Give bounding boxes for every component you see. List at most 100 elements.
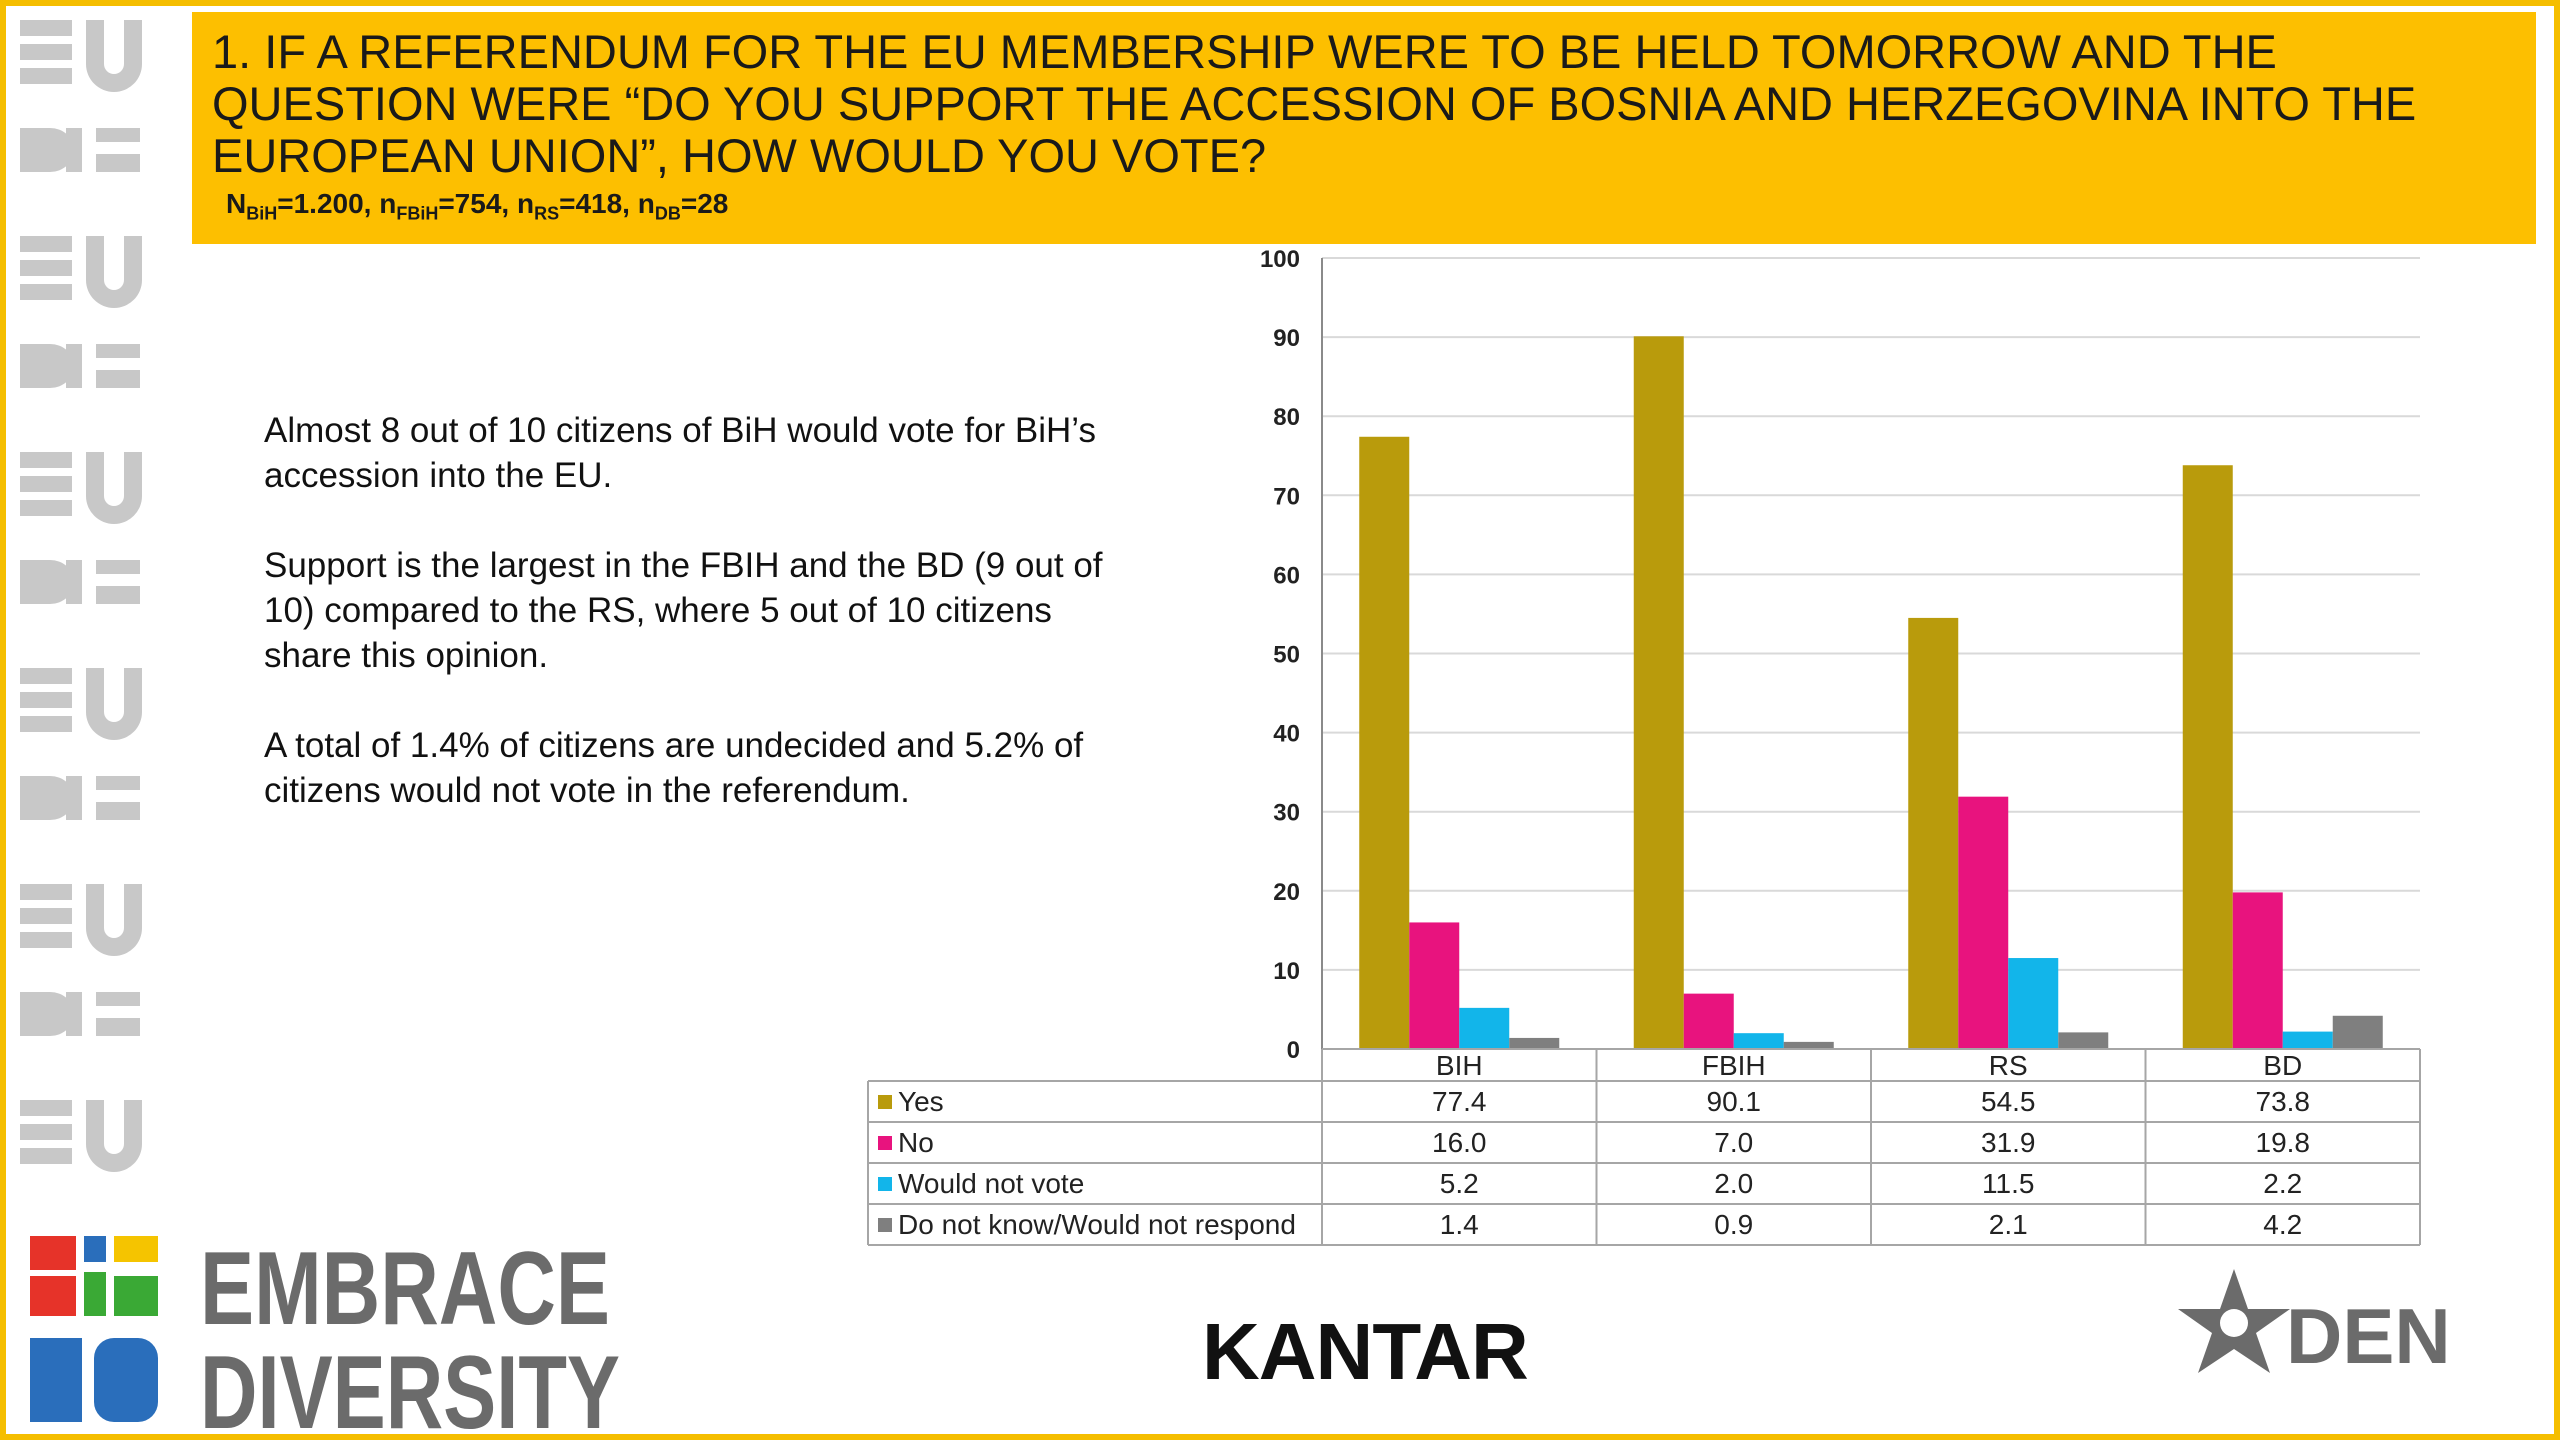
y-tick-label: 80 [1273, 404, 1300, 431]
pattern-bar [20, 692, 72, 708]
pattern-b [20, 992, 74, 1036]
legend-swatch [878, 1177, 892, 1191]
bar-bd-0 [2182, 465, 2233, 1049]
logo-block-red-2 [30, 1276, 76, 1316]
pattern-bar [66, 992, 82, 1036]
logo-block-yellow [114, 1236, 158, 1262]
y-tick-label: 70 [1273, 483, 1300, 510]
data-value-label: 5.2 [1440, 1168, 1479, 1199]
pattern-bar [96, 1018, 140, 1036]
bar-fbih-0 [1633, 336, 1684, 1050]
y-tick-label: 60 [1273, 562, 1300, 589]
pattern-bar [96, 560, 140, 574]
n-fbih-label: n [379, 188, 397, 219]
pattern-bar [96, 586, 140, 604]
den-logo: DEN [2178, 1269, 2451, 1380]
legend-series-label: No [898, 1127, 934, 1158]
pattern-u [86, 20, 142, 92]
embrace-diversity-logo: EMBRACE DIVERSITY [30, 1231, 620, 1438]
data-value-label: 2.1 [1989, 1209, 2028, 1240]
data-value-label: 4.2 [2263, 1209, 2302, 1240]
page-title: 1. IF A REFERENDUM FOR THE EU MEMBERSHIP… [212, 25, 2417, 182]
pattern-bar [20, 452, 72, 468]
pattern-bar [20, 20, 72, 36]
pattern-bar [66, 560, 82, 604]
pattern-bar [20, 476, 72, 492]
pattern-bar [96, 802, 140, 820]
embrace-text: EMBRACE [200, 1231, 610, 1347]
pattern-u [86, 452, 142, 524]
logo-block-eu-e [30, 1338, 82, 1422]
pattern-bar [20, 1148, 72, 1164]
legend-series-label: Would not vote [898, 1168, 1084, 1199]
logo-block-eu-u [94, 1338, 158, 1422]
y-tick-label: 10 [1273, 958, 1300, 985]
n-bih-label: N [226, 188, 247, 219]
bar-bih-3 [1509, 1037, 1560, 1049]
summary-text: Almost 8 out of 10 citizens of BiH would… [264, 408, 1124, 858]
category-label: RS [1989, 1050, 2028, 1081]
data-value-label: 2.2 [2263, 1168, 2302, 1199]
bar-bih-1 [1409, 922, 1460, 1049]
pattern-b [20, 560, 74, 604]
n-fbih-sub: FBiH [396, 203, 439, 224]
n-db-label: n [637, 188, 655, 219]
summary-paragraph-3: A total of 1.4% of citizens are undecide… [264, 726, 1084, 810]
sample-size-note: NBiH=1.200, nFBiH=754, nRS=418, nDB=28 [226, 188, 728, 225]
data-value-label: 0.9 [1714, 1209, 1753, 1240]
pattern-b [20, 128, 74, 172]
pattern-bar [20, 284, 72, 300]
legend-series-label: Yes [898, 1086, 944, 1117]
pattern-bar [66, 344, 82, 388]
bar-bd-3 [2332, 1015, 2383, 1049]
summary-paragraph-2: Support is the largest in the FBIH and t… [264, 546, 1103, 675]
bar-fbih-3 [1783, 1041, 1834, 1049]
sidebar-pattern [20, 20, 142, 1172]
bar-fbih-2 [1733, 1033, 1784, 1049]
pattern-bar [20, 68, 72, 84]
pattern-bar [66, 128, 82, 172]
bar-rs-2 [2008, 958, 2059, 1049]
kantar-logo: KANTAR [1202, 1307, 1529, 1396]
logo-block-red [30, 1236, 76, 1270]
pattern-u [86, 1100, 142, 1172]
data-value-label: 73.8 [2256, 1086, 2311, 1117]
pattern-u [86, 668, 142, 740]
bar-bd-2 [2282, 1031, 2333, 1049]
n-fbih-value: =754, [438, 188, 517, 219]
logo-block-green-2 [114, 1276, 158, 1316]
den-text: DEN [2286, 1292, 2451, 1380]
pattern-u [86, 236, 142, 308]
pattern-bar [20, 1100, 72, 1116]
star-cutout [2220, 1309, 2248, 1337]
pattern-bar [96, 128, 140, 142]
n-rs-value: =418, [559, 188, 638, 219]
category-label: FBIH [1702, 1050, 1766, 1081]
bar-chart: 0 10 20 30 40 50 60 70 80 90 100 BIH FBIH RS BD Yes 77.4… [867, 246, 2421, 1246]
pattern-bar [96, 776, 140, 790]
data-value-label: 54.5 [1981, 1086, 2036, 1117]
bar-bih-0 [1359, 436, 1410, 1049]
pattern-u [86, 884, 142, 956]
data-value-label: 1.4 [1440, 1209, 1479, 1240]
pattern-bar [20, 260, 72, 276]
legend-swatch [878, 1095, 892, 1109]
header-banner: 1. IF A REFERENDUM FOR THE EU MEMBERSHIP… [192, 12, 2536, 244]
bar-rs-1 [1958, 796, 2009, 1049]
pattern-bar [96, 344, 140, 358]
data-value-label: 90.1 [1707, 1086, 1762, 1117]
pattern-bar [20, 884, 72, 900]
data-value-label: 16.0 [1432, 1127, 1487, 1158]
pattern-b [20, 776, 74, 820]
legend-series-label: Do not know/Would not respond [898, 1209, 1296, 1240]
pattern-bar [20, 908, 72, 924]
n-bih-sub: BiH [246, 203, 278, 224]
data-value-label: 19.8 [2256, 1127, 2311, 1158]
pattern-bar [96, 154, 140, 172]
pattern-bar [20, 236, 72, 252]
data-value-label: 2.0 [1714, 1168, 1753, 1199]
pattern-bar [96, 370, 140, 388]
y-tick-label: 40 [1273, 721, 1300, 748]
bar-bih-2 [1459, 1007, 1510, 1049]
